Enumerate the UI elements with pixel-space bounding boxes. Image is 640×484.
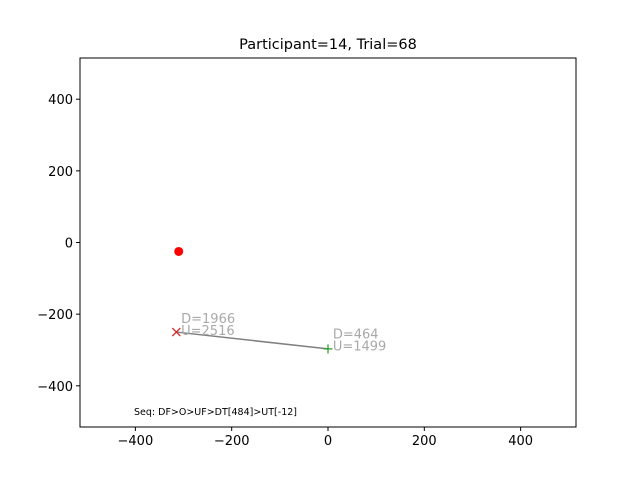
x-axis: −400 −200 0 200 400 — [118, 427, 533, 449]
y-tick-label: −200 — [37, 308, 73, 323]
annotation-label: U=1499 — [333, 340, 387, 355]
start-marker-plus — [323, 344, 333, 354]
annotation-label: U=2516 — [181, 324, 235, 339]
x-tick-label: 0 — [324, 434, 332, 449]
y-tick-label: 0 — [65, 237, 73, 252]
y-tick-label: −400 — [37, 380, 73, 395]
end-marker-stroke — [171, 327, 181, 337]
chart-title: Participant=14, Trial=68 — [239, 37, 417, 53]
y-tick-label: 400 — [48, 93, 73, 108]
trajectory-line — [176, 331, 329, 350]
end-marker-x — [171, 327, 181, 337]
x-tick-label: −200 — [214, 434, 250, 449]
x-tick-label: −400 — [118, 434, 154, 449]
y-tick-label: 200 — [48, 165, 73, 180]
target-point — [174, 246, 184, 256]
y-axis: −400 −200 0 200 400 — [37, 93, 80, 395]
sequence-text: Seq: DF>O>UF>DT[484]>UT[-12] — [134, 407, 297, 418]
annotation-label: D=464 — [333, 328, 379, 343]
annotation-label: D=1966 — [181, 312, 235, 327]
x-tick-label: 400 — [508, 434, 533, 449]
x-tick-label: 200 — [412, 434, 437, 449]
